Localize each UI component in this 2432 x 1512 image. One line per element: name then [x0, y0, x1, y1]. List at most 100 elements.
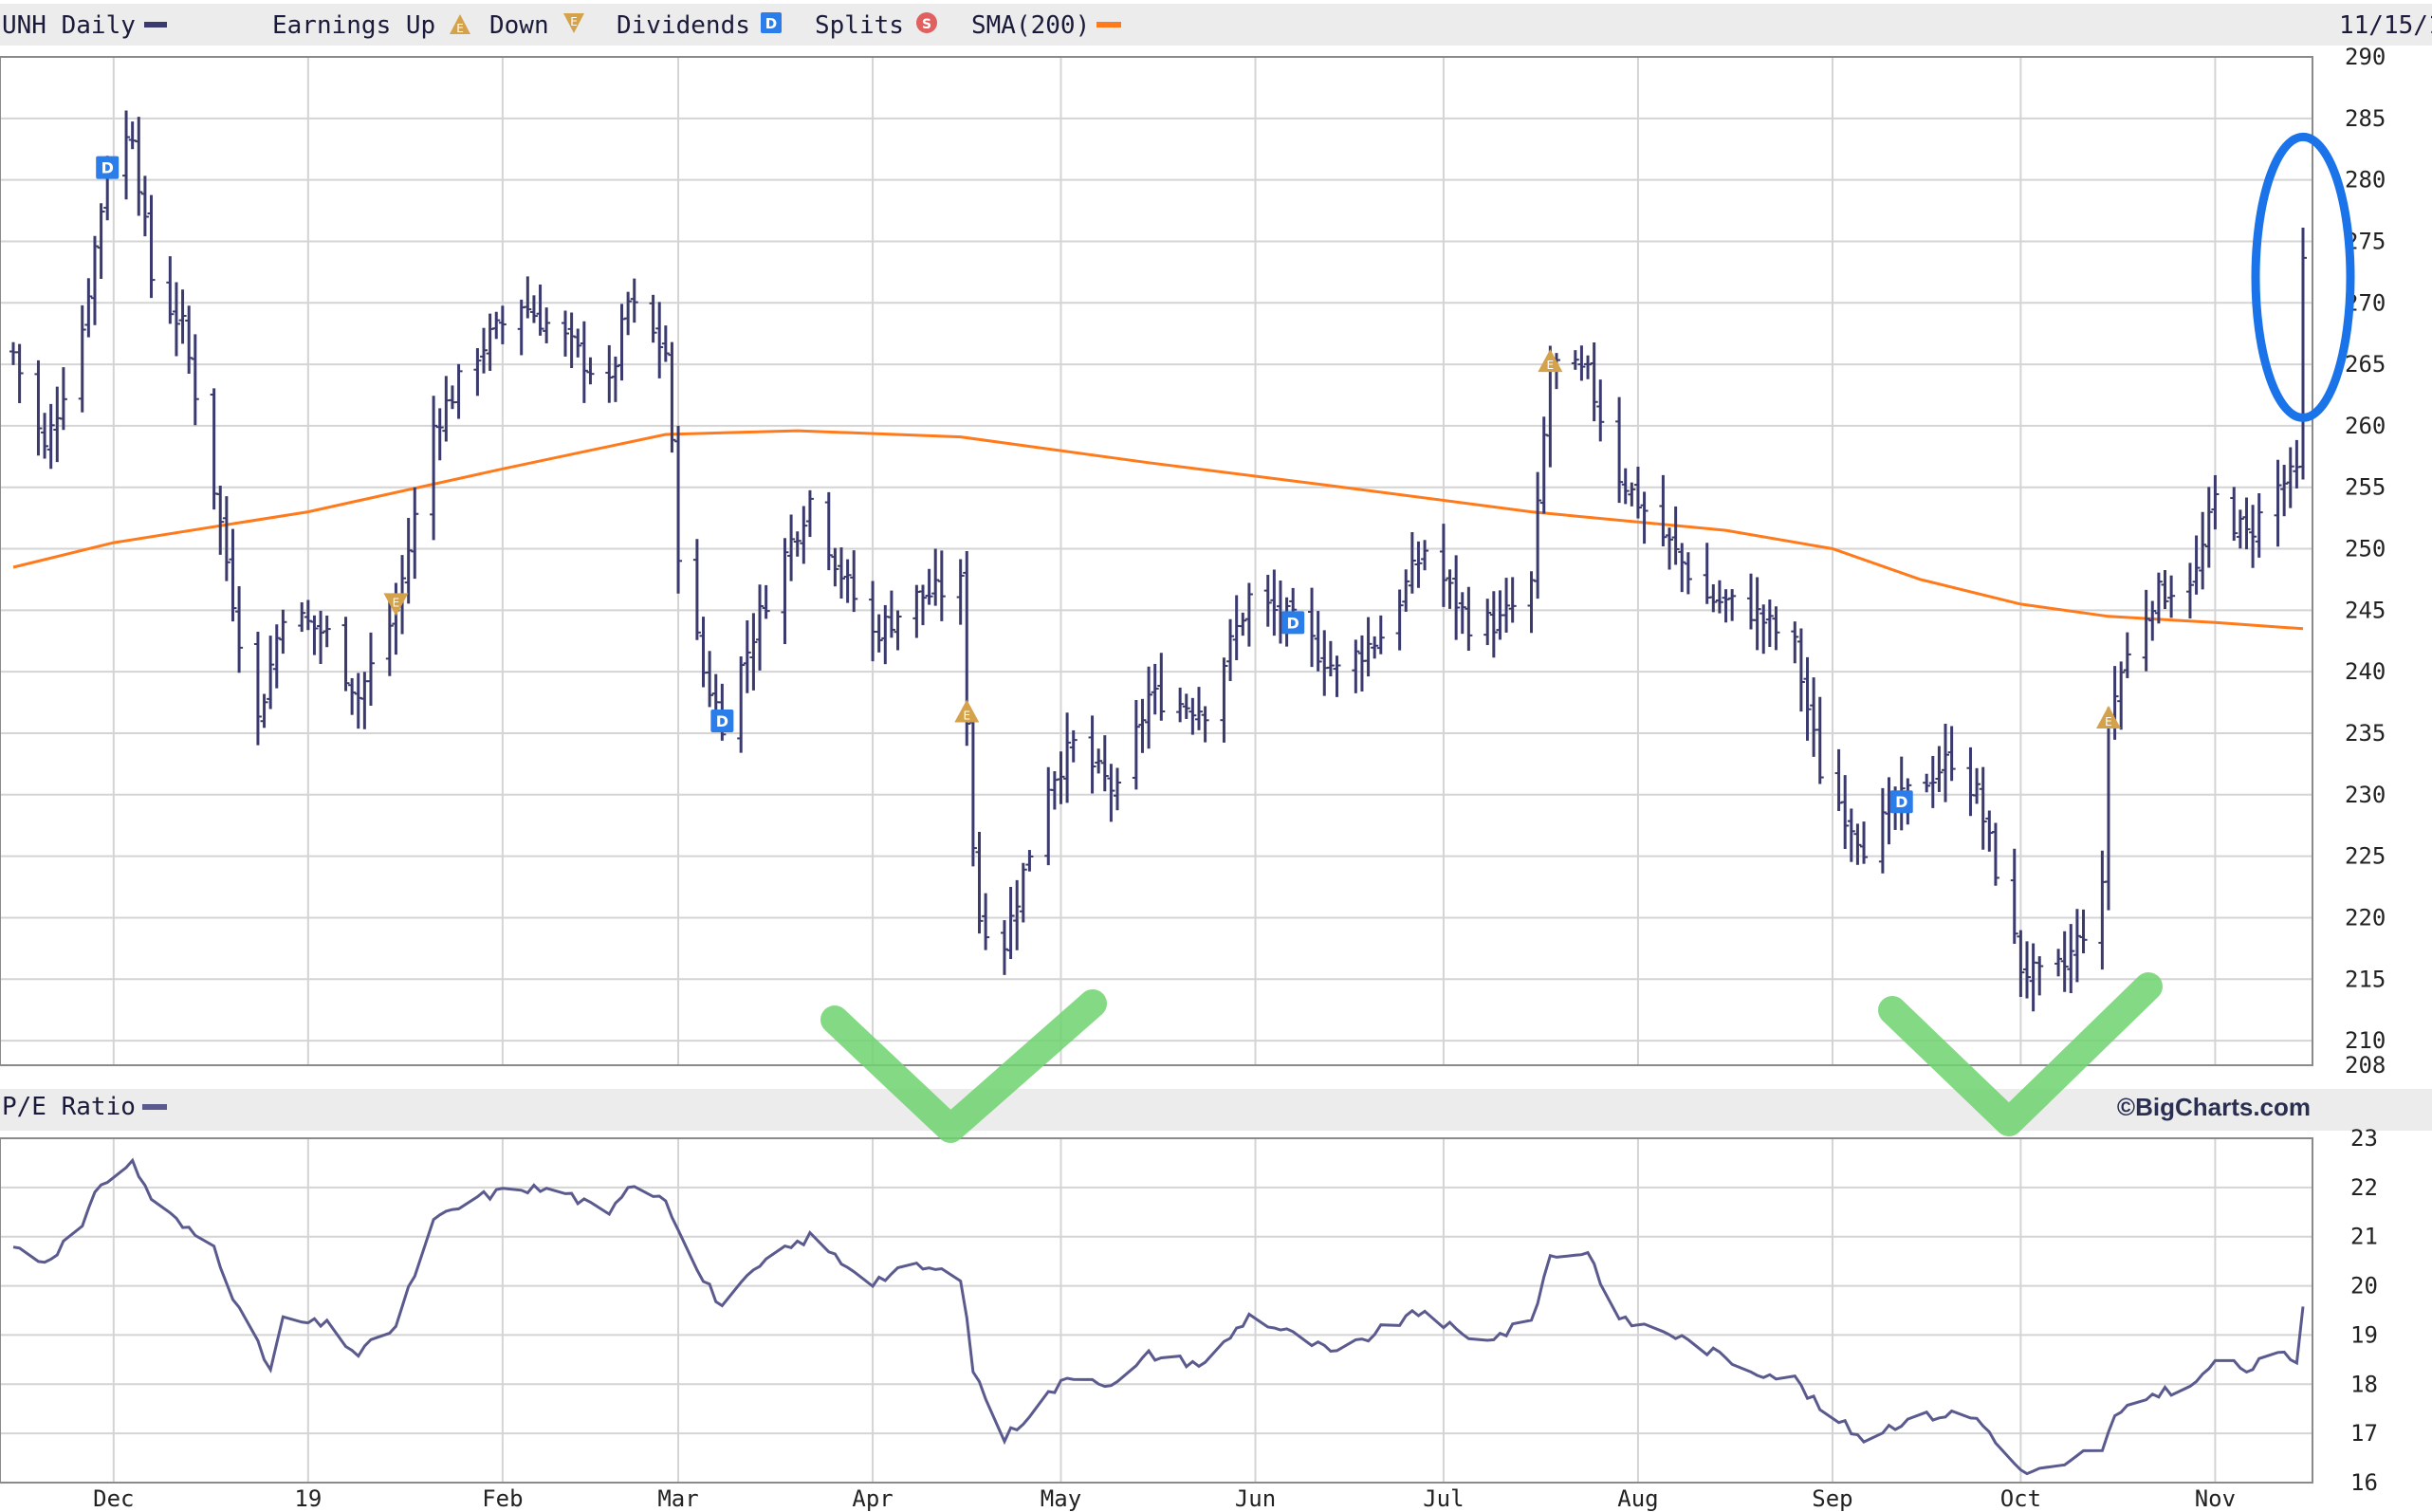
price-bar	[2073, 909, 2081, 983]
price-bar	[229, 528, 237, 622]
price-bar	[887, 590, 895, 638]
dividend-marker[interactable]: D	[96, 156, 120, 179]
price-bar	[1489, 591, 1498, 658]
legend-date: 11/15/1	[2339, 11, 2432, 40]
price-bar	[1138, 698, 1147, 753]
price-bar	[341, 617, 350, 691]
price-bar	[838, 547, 846, 599]
price-bar	[216, 485, 225, 555]
dividend-marker[interactable]: D	[1889, 790, 1913, 814]
price-bar	[1760, 604, 1768, 655]
price-bar	[1414, 541, 1423, 588]
price-bar	[1000, 920, 1008, 975]
price-bar	[1364, 617, 1373, 677]
earnings-up-marker[interactable]: E	[954, 699, 980, 723]
price-bar	[1596, 379, 1605, 442]
price-bar	[524, 276, 532, 319]
price-bar	[2167, 575, 2176, 618]
price-bar	[46, 403, 55, 470]
price-bar	[743, 619, 751, 693]
legend-dividends: Dividends	[617, 11, 750, 40]
x-tick-label: 19	[294, 1485, 322, 1512]
svg-text:E: E	[393, 596, 400, 609]
price-grid	[0, 56, 2312, 1066]
price-bar	[267, 636, 275, 710]
price-bar	[630, 278, 638, 323]
price-bar	[1095, 748, 1103, 774]
pe-tick-label: 20	[2350, 1273, 2378, 1300]
price-bar	[925, 568, 933, 605]
price-tick-label: 265	[2345, 351, 2386, 378]
legend-down: Down	[489, 11, 549, 40]
price-bar	[411, 487, 419, 580]
price-bar	[756, 584, 765, 671]
price-bar	[762, 584, 770, 619]
pe-tick-label: 17	[2350, 1420, 2378, 1447]
price-bar	[1263, 575, 1272, 627]
x-tick-label: Dec	[93, 1485, 134, 1512]
pe-tick-label: 16	[2350, 1469, 2378, 1496]
price-bar	[2010, 848, 2018, 945]
svg-text:E: E	[570, 15, 578, 28]
price-bar	[34, 360, 43, 456]
price-tick-label: 260	[2345, 413, 2386, 439]
x-tick-label: Sep	[1812, 1485, 1852, 1512]
price-bar	[222, 496, 230, 581]
price-bar	[1502, 578, 1511, 633]
price-bar	[1270, 569, 1279, 636]
dividend-marker[interactable]: D	[1281, 611, 1305, 635]
price-bar	[1935, 746, 1944, 792]
price-panel-frame	[0, 56, 2313, 1066]
price-bar	[122, 110, 131, 200]
price-bar	[2185, 562, 2194, 619]
price-bar	[272, 624, 281, 689]
price-bar	[574, 328, 582, 358]
legend-earnings-up: Earnings Up	[272, 11, 435, 40]
price-bar	[2280, 465, 2289, 517]
price-bar	[931, 548, 940, 606]
price-bar	[1928, 755, 1937, 808]
price-bar	[2192, 535, 2201, 595]
price-tick-label: 230	[2345, 782, 2386, 808]
price-bar	[2079, 909, 2088, 954]
price-bar	[706, 651, 714, 708]
sma-layer	[12, 429, 2304, 631]
pe-legend-band	[0, 1089, 2432, 1131]
price-bar	[1534, 471, 1542, 599]
earnings-up-marker[interactable]: E	[2095, 706, 2121, 729]
price-tick-label: 250	[2345, 536, 2386, 562]
price-bar	[850, 550, 858, 613]
price-bar	[1226, 618, 1235, 682]
price-tick-label: 280	[2345, 167, 2386, 194]
price-bar	[1132, 700, 1140, 790]
price-bar	[1765, 599, 1774, 648]
price-bar	[824, 491, 833, 571]
price-bar	[2036, 956, 2044, 996]
price-bar	[1006, 887, 1015, 960]
earnings-down-marker[interactable]: E	[383, 593, 409, 617]
price-bar	[956, 559, 965, 625]
price-bar	[1527, 571, 1536, 634]
price-tick-label: 210	[2345, 1027, 2386, 1054]
price-bar	[1458, 592, 1466, 635]
price-bar	[1878, 787, 1887, 874]
event-markers: E E E E D D D D	[96, 156, 2121, 814]
price-bar	[1446, 569, 1454, 609]
pe-legend-swatch	[142, 1104, 167, 1110]
legend-price-swatch	[144, 22, 167, 28]
price-bar	[322, 615, 331, 648]
price-bar	[1013, 879, 1022, 950]
price-bar	[787, 514, 796, 581]
price-bar	[1194, 687, 1203, 730]
price-bar	[975, 832, 984, 934]
earnings-up-marker[interactable]: E	[1538, 349, 1563, 373]
price-bar	[1439, 524, 1447, 607]
price-bar	[1088, 715, 1096, 794]
price-bar	[1584, 355, 1593, 379]
price-tick-label: 255	[2345, 474, 2386, 501]
dividend-marker[interactable]: D	[710, 710, 734, 733]
svg-text:D: D	[1287, 614, 1299, 632]
price-tick-label: 240	[2345, 658, 2386, 685]
price-bar	[404, 518, 413, 604]
